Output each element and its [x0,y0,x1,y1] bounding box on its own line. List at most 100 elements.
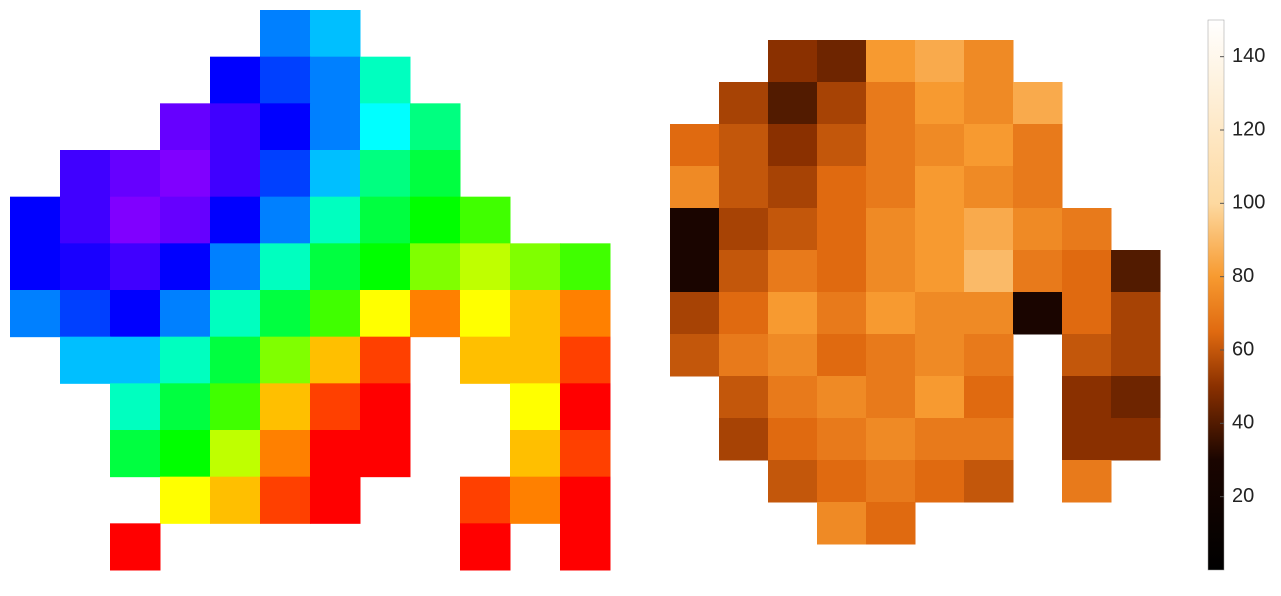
heatmap-cell [1013,208,1063,251]
heatmap-cell [768,208,818,251]
heatmap-cell [866,502,916,545]
heatmap-cell [360,243,411,291]
heatmap-cell [768,376,818,419]
heatmap-cell [719,208,769,251]
heatmap-cell [60,196,111,244]
heatmap-cell [768,124,818,167]
heatmap-cell [768,82,818,125]
heatmap-cell [964,166,1014,209]
heatmap-cell [866,208,916,251]
heatmap-cell [670,334,720,377]
heatmap-cell [817,166,867,209]
heatmap-cell [360,103,411,151]
heatmap-cell [964,418,1014,461]
heatmap-cell [1062,292,1112,335]
heatmap-cell [915,82,965,125]
heatmap-cell [110,430,161,478]
heatmap-cell [1062,418,1112,461]
heatmap-cell [510,290,561,338]
heatmap-cell [10,290,61,338]
heatmap-cell [260,336,311,384]
colorbar-tick-label: 140 [1232,45,1265,67]
heatmap-cell [310,150,361,198]
heatmap-cell [866,376,916,419]
heatmap-cell [210,336,261,384]
heatmap-cell [260,10,311,58]
heatmap-cell [310,243,361,291]
heatmap-cell [410,103,461,151]
heatmap-cell [560,430,611,478]
heatmap-cell [60,243,111,291]
heatmap-cell [260,476,311,524]
heatmap-cell [110,523,161,571]
heatmap-cell [1111,292,1161,335]
heatmap-cell [210,243,261,291]
heatmap-cell [866,292,916,335]
heatmap-cell [817,82,867,125]
heatmap-cell [817,418,867,461]
heatmap-cell [310,476,361,524]
heatmap-cell [670,250,720,293]
heatmap-cell [60,336,111,384]
heatmap-cell [510,476,561,524]
heatmap-cell [915,460,965,503]
heatmap-cell [560,243,611,291]
heatmap-cell [310,56,361,104]
heatmap-cell [719,376,769,419]
heatmap-cell [310,430,361,478]
heatmap-cell [866,40,916,83]
heatmap-cell [210,103,261,151]
heatmap-cell [460,290,511,338]
heatmap-cell [560,476,611,524]
heatmap-cell [260,150,311,198]
heatmap-cell [10,196,61,244]
heatmap-cell [915,40,965,83]
heatmap-cell [260,56,311,104]
heatmap-cell [460,523,511,571]
heatmap-cell [768,166,818,209]
heatmap-cell [1013,82,1063,125]
heatmap-cell [160,336,211,384]
heatmap-cell [1111,418,1161,461]
heatmap-cell [817,292,867,335]
heatmap-cell [110,383,161,431]
heatmap-cell [964,250,1014,293]
heatmap-cell [964,82,1014,125]
heatmap-cell [1062,250,1112,293]
heatmap-cell [866,82,916,125]
colorbar-tick-label: 40 [1232,412,1254,434]
heatmap-cell [719,250,769,293]
heatmap-cell [1013,166,1063,209]
heatmap-cell [510,243,561,291]
heatmap-cell [670,208,720,251]
heatmap-cell [1062,208,1112,251]
heatmap-cell [1013,250,1063,293]
heatmap-cell [360,150,411,198]
heatmap-cell [360,336,411,384]
heatmap-cell [1013,124,1063,167]
heatmap-cell [1111,334,1161,377]
heatmap-cell [768,418,818,461]
heatmap-cell [310,10,361,58]
heatmap-cell [817,460,867,503]
heatmap-cell [964,460,1014,503]
heatmap-cell [160,103,211,151]
heatmap-cell [360,430,411,478]
heatmap-cell [410,150,461,198]
heatmap-cell [510,336,561,384]
heatmap-cell [817,376,867,419]
heatmap-cell [410,243,461,291]
heatmap-cell [160,150,211,198]
heatmap-cell [964,334,1014,377]
heatmap-cell [964,208,1014,251]
colorbar-tick-label: 120 [1232,118,1265,140]
heatmap-cell [110,150,161,198]
heatmap-cell [360,56,411,104]
heatmap-cell [160,196,211,244]
heatmap-cell [460,243,511,291]
heatmap-cell [460,476,511,524]
heatmap-cell [817,124,867,167]
heatmap-cell [768,250,818,293]
heatmap-cell [210,150,261,198]
